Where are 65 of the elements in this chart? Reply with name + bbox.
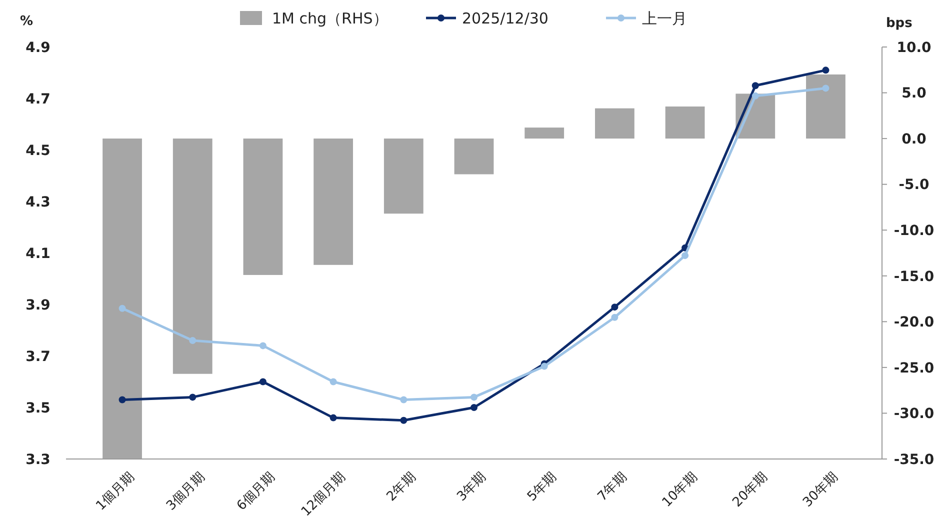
bar: [665, 106, 705, 139]
y2-tick-label: -35.0: [894, 452, 934, 468]
point: [259, 342, 266, 350]
bar: [454, 138, 494, 174]
legend-label: 2025/12/30: [462, 9, 548, 28]
x-tick-label: 3年期: [454, 470, 490, 505]
y-tick-label: 4.7: [26, 91, 50, 108]
y-tick-label: 3.9: [26, 297, 50, 314]
point: [682, 252, 689, 260]
y2-tick-label: 5.0: [902, 86, 927, 102]
point: [470, 394, 478, 401]
legend-label: 上一月: [642, 9, 687, 28]
x-tick-label: 30年期: [800, 470, 841, 510]
y2-tick-label: 10.0: [896, 40, 932, 56]
x-tick-label: 7年期: [595, 470, 630, 505]
point: [400, 416, 408, 424]
y-axis-title: %: [20, 14, 34, 29]
point: [540, 362, 548, 370]
point: [330, 414, 337, 422]
x-tick-label: 12個月期: [298, 470, 349, 520]
point: [330, 378, 337, 386]
bar: [102, 138, 142, 459]
x-tick-label: 10年期: [660, 470, 700, 510]
bar: [243, 138, 283, 275]
y-tick-label: 3.7: [26, 348, 50, 365]
point: [611, 314, 618, 321]
point: [189, 394, 196, 401]
point: [259, 378, 266, 386]
x-tick-label: 2年期: [384, 470, 419, 505]
bar: [384, 138, 424, 214]
y2-tick-label: -20.0: [894, 314, 934, 331]
y2-axis-title: bps: [886, 16, 913, 31]
y-tick-label: 3.3: [26, 452, 50, 468]
point: [752, 82, 759, 90]
point: [189, 337, 196, 344]
bar: [524, 128, 564, 139]
y2-tick-label: -25.0: [894, 360, 934, 376]
point: [470, 404, 478, 411]
point: [118, 396, 126, 404]
bar: [594, 108, 634, 139]
y2-tick-label: -10.0: [894, 223, 934, 240]
y-tick-label: 4.3: [26, 194, 50, 210]
point: [400, 396, 408, 404]
x-tick-label: 5年期: [524, 470, 560, 505]
x-tick-label: 20年期: [730, 470, 771, 510]
y-tick-label: 4.9: [26, 40, 50, 56]
bar: [172, 138, 212, 374]
y2-tick-label: -15.0: [894, 268, 934, 285]
point: [822, 66, 830, 74]
point: [611, 304, 618, 311]
y2-tick-label: 0.0: [902, 131, 927, 148]
point: [822, 84, 830, 92]
legend-label: 1M chg（RHS）: [272, 9, 388, 28]
y2-tick-label: -5.0: [898, 177, 930, 194]
x-tick-label: 1個月期: [94, 470, 138, 514]
y-tick-label: 4.5: [26, 142, 50, 159]
x-tick-label: 6個月期: [234, 470, 278, 514]
x-tick-label: 3個月期: [164, 470, 208, 514]
bar: [314, 138, 354, 265]
point: [752, 92, 759, 100]
y-tick-label: 4.1: [26, 246, 50, 262]
bar: [806, 74, 846, 139]
y-tick-label: 3.5: [26, 400, 50, 416]
y2-tick-label: -30.0: [894, 406, 934, 422]
point: [118, 304, 126, 312]
